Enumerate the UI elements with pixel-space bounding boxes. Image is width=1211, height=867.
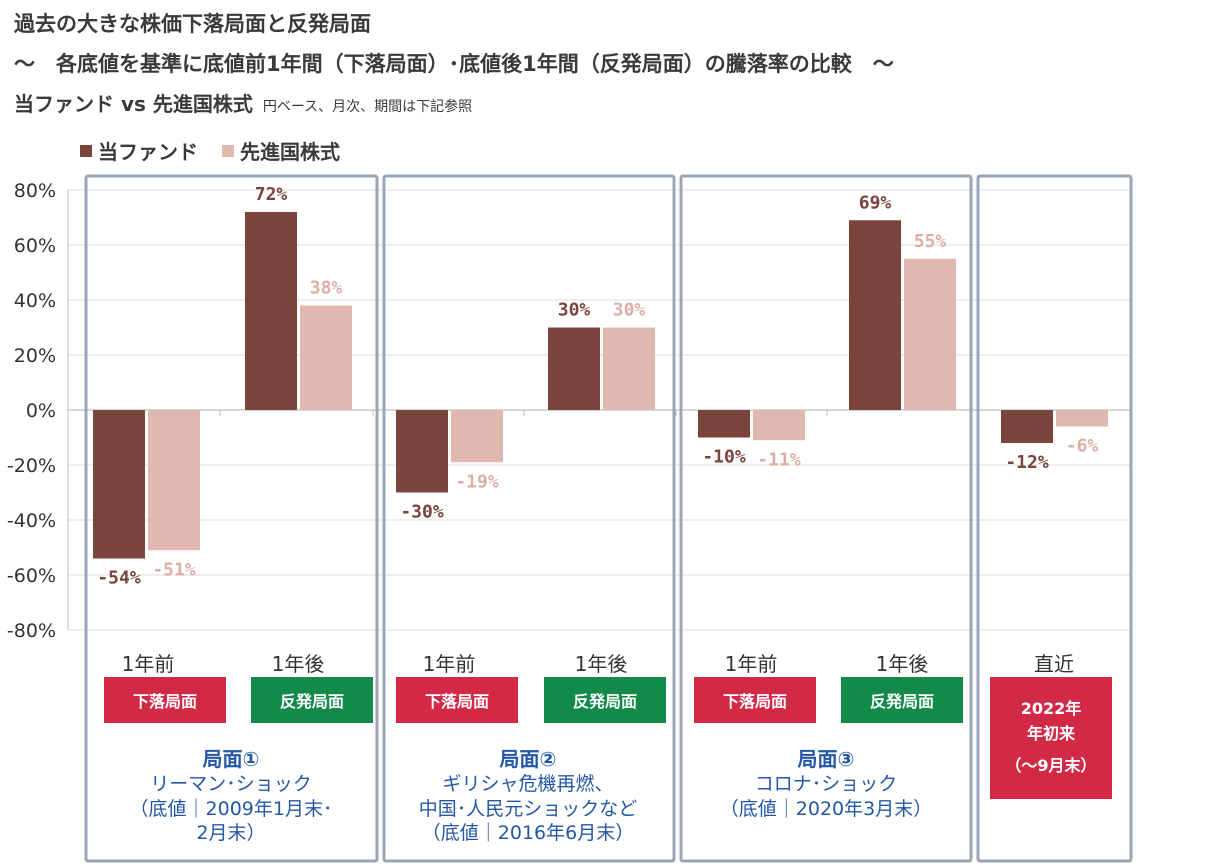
data-label-fund: 72%	[255, 184, 288, 205]
bar-fund	[849, 220, 901, 410]
up-tag-phase3: 反発局面	[841, 677, 963, 723]
legend: 当ファンド 先進国株式	[80, 136, 340, 165]
bar-fund	[396, 410, 448, 493]
data-label-index: -6%	[1066, 436, 1099, 457]
phase-3-title: 局面③	[797, 747, 855, 771]
phase-3-event: コロナ･ショック	[754, 773, 898, 795]
x-label-phase1-after: 1年後	[271, 652, 325, 676]
y-tick-label: 40%	[14, 290, 56, 312]
data-label-fund: -30%	[400, 502, 444, 523]
data-label-fund: 69%	[859, 192, 892, 213]
recent-frame	[976, 174, 1133, 863]
y-tick-label: 0%	[26, 400, 56, 422]
x-label-phase1-before: 1年前	[121, 652, 175, 676]
chart-title: 過去の大きな株価下落局面と反発局面	[14, 12, 371, 36]
legend-swatch-index	[222, 144, 234, 157]
x-label-phase2-after: 1年後	[574, 652, 628, 676]
data-label-index: -51%	[152, 559, 196, 580]
data-label-fund: -12%	[1005, 452, 1049, 473]
bar-index	[753, 410, 805, 441]
legend-label-index: 先進国株式	[240, 140, 340, 164]
phase-3-frame	[679, 174, 973, 863]
data-label-fund: 30%	[558, 300, 591, 321]
recent-tag-period: （～9月末）	[1005, 756, 1097, 776]
x-label-phase3-before: 1年前	[724, 652, 778, 676]
down-tag-phase2: 下落局面	[396, 677, 518, 723]
phase-2-event-cont: 中国･人民元ショックなど	[418, 797, 638, 820]
bar-fund	[93, 410, 145, 559]
recent-tag: 2022年 年初来 （～9月末）	[990, 677, 1112, 799]
phase-1-bottom-date: （底値｜2009年1月末･	[129, 797, 333, 820]
chart-subtitle: ～ 各底値を基準に底値前1年間（下落局面）･底値後1年間（反発局面）の騰落率の比…	[14, 52, 894, 76]
legend-label-fund: 当ファンド	[98, 140, 198, 164]
data-label-index: -19%	[455, 471, 499, 492]
phase-2-bottom-date: （底値｜2016年6月末）	[421, 822, 635, 845]
phase-1-title: 局面①	[202, 747, 260, 771]
x-label-phase2-before: 1年前	[422, 652, 476, 676]
y-tick-label: 60%	[14, 235, 56, 257]
bar-fund	[245, 212, 297, 410]
phase-1-event: リーマン･ショック	[150, 773, 312, 795]
phase-1-bottom-date-cont: 2月末）	[196, 822, 266, 845]
data-label-index: -11%	[757, 449, 801, 470]
data-label-index: 38%	[310, 278, 343, 299]
bar-index	[451, 410, 503, 463]
phase-2-frame	[382, 174, 676, 863]
y-tick-label: 80%	[14, 180, 56, 202]
recent-tag-ytd: 年初来	[1026, 723, 1075, 743]
x-label-phase3-after: 1年後	[875, 652, 929, 676]
basis-note: 円ベース、月次、期間は下記参照	[262, 99, 473, 115]
data-label-index: 55%	[914, 231, 947, 252]
bar-index	[904, 258, 956, 410]
recent-tag-year: 2022年	[1020, 698, 1082, 718]
legend-item-index: 先進国株式	[222, 136, 340, 165]
phase-2-description: 局面② ギリシャ危機再燃、 中国･人民元ショックなど （底値｜2016年6月末）	[385, 746, 671, 846]
data-label-fund: -10%	[702, 447, 746, 468]
down-tag-phase3: 下落局面	[694, 677, 816, 723]
phase-1-description: 局面① リーマン･ショック （底値｜2009年1月末･ 2月末）	[88, 746, 374, 846]
bar-index	[148, 410, 200, 551]
data-label-index: 30%	[613, 300, 646, 321]
comparison-label: 当ファンド vs 先進国株式	[14, 92, 253, 116]
legend-item-fund: 当ファンド	[80, 136, 198, 165]
bar-fund	[1001, 410, 1053, 443]
bar-index	[300, 305, 352, 410]
y-tick-label: 20%	[14, 345, 56, 367]
up-tag-phase2: 反発局面	[544, 677, 666, 723]
bar-fund	[548, 327, 600, 410]
y-tick-label: -80%	[7, 620, 56, 642]
phase-2-event: ギリシャ危機再燃、	[442, 773, 614, 795]
bar-fund	[698, 410, 750, 438]
chart-subtitle-2: 当ファンド vs 先進国株式 円ベース、月次、期間は下記参照	[14, 88, 472, 117]
phase-3-description: 局面③ コロナ･ショック （底値｜2020年3月末）	[683, 746, 969, 821]
legend-swatch-fund	[80, 144, 92, 157]
y-tick-label: -60%	[7, 565, 56, 587]
y-tick-label: -20%	[7, 455, 56, 477]
phase-1-frame	[84, 174, 379, 863]
phase-2-title: 局面②	[499, 747, 557, 771]
bar-index	[1056, 410, 1108, 427]
y-tick-label: -40%	[7, 510, 56, 532]
phase-3-bottom-date: （底値｜2020年3月末）	[719, 797, 933, 820]
down-tag-phase1: 下落局面	[104, 677, 226, 723]
bar-index	[603, 327, 655, 410]
data-label-fund: -54%	[97, 568, 141, 589]
x-label-recent: 直近	[1034, 652, 1074, 676]
up-tag-phase1: 反発局面	[251, 677, 373, 723]
